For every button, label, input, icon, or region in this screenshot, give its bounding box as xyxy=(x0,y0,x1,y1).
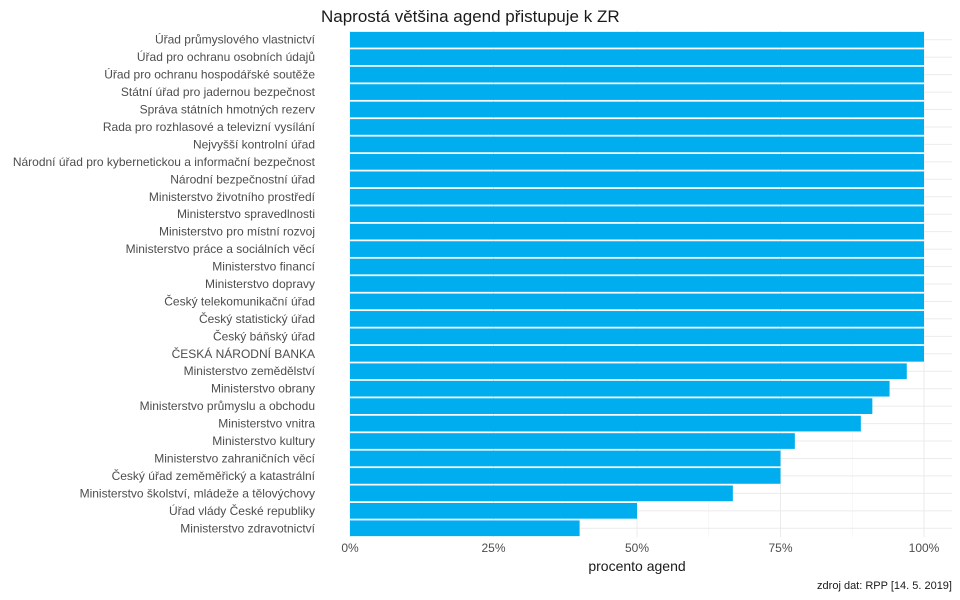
bar xyxy=(350,468,781,484)
bar xyxy=(350,293,924,310)
bar xyxy=(350,223,924,240)
category-label: Ministerstvo zahraničních věcí xyxy=(154,451,315,465)
category-label: Ministerstvo práce a sociálních věcí xyxy=(126,242,316,256)
category-label: Ministerstvo zdravotnictví xyxy=(180,521,315,535)
bar xyxy=(350,276,924,292)
bar xyxy=(350,119,924,135)
bar xyxy=(350,415,861,432)
bars xyxy=(350,31,924,537)
bar xyxy=(350,398,873,414)
x-tick-label: 100% xyxy=(909,541,940,555)
bar xyxy=(350,433,795,449)
bar xyxy=(350,66,924,83)
category-label: Úřad pro ochranu osobních údajů xyxy=(137,49,315,64)
bar xyxy=(350,171,924,188)
bar xyxy=(350,485,733,502)
chart-title: Naprostá většina agend přistupuje k ZR xyxy=(321,7,620,26)
bar xyxy=(350,311,924,327)
bar xyxy=(350,188,924,205)
category-label: Národní bezpečnostní úřad xyxy=(170,172,315,186)
bar xyxy=(350,31,924,48)
bar xyxy=(350,258,924,275)
bar xyxy=(350,84,924,100)
category-label: Český telekomunikační úřad xyxy=(164,293,315,308)
x-axis-ticks: 0% 25% 50% 75% 100% xyxy=(341,541,939,555)
category-label: Ministerstvo obrany xyxy=(211,382,315,396)
category-labels: Úřad průmyslového vlastnictví Úřad pro oc… xyxy=(13,32,316,536)
bar xyxy=(350,345,924,362)
category-label: Ministerstvo financí xyxy=(212,260,315,274)
bar xyxy=(350,502,637,519)
category-label: Nejvyšší kontrolní úřad xyxy=(193,137,315,151)
category-label: Rada pro rozhlasové a televizní vysílání xyxy=(103,120,316,134)
category-label: Správa státních hmotných rezerv xyxy=(140,103,315,117)
bar xyxy=(350,241,924,257)
x-tick-label: 25% xyxy=(481,541,505,555)
bar xyxy=(350,328,924,345)
bar xyxy=(350,101,924,118)
category-label: Ministerstvo spravedlnosti xyxy=(177,207,315,221)
bar xyxy=(350,450,781,467)
x-tick-label: 75% xyxy=(768,541,792,555)
bar xyxy=(350,136,924,153)
category-label: Ministerstvo průmyslu a obchodu xyxy=(140,399,315,413)
bar xyxy=(350,520,580,537)
bar xyxy=(350,363,907,380)
bar xyxy=(350,206,924,223)
category-label: ČESKÁ NÁRODNÍ BANKA xyxy=(172,346,315,361)
category-label: Český statistický úřad xyxy=(199,311,315,326)
bar xyxy=(350,49,924,66)
bar xyxy=(350,154,924,170)
source-caption: zdroj dat: RPP [14. 5. 2019] xyxy=(817,580,952,592)
category-label: Úřad pro ochranu hospodářské soutěže xyxy=(104,67,315,82)
x-tick-label: 0% xyxy=(341,541,359,555)
bar xyxy=(350,380,890,397)
category-label: Národní úřad pro kybernetickou a informa… xyxy=(13,155,316,169)
category-label: Ministerstvo kultury xyxy=(212,434,315,448)
x-tick-label: 50% xyxy=(625,541,649,555)
category-label: Český úřad zeměměřický a katastrální xyxy=(112,468,316,483)
category-label: Český báňský úřad xyxy=(213,328,315,343)
category-label: Ministerstvo pro místní rozvoj xyxy=(159,225,315,239)
category-label: Ministerstvo zemědělství xyxy=(184,364,316,378)
category-label: Ministerstvo školství, mládeže a tělovýc… xyxy=(80,486,315,500)
category-label: Ministerstvo vnitra xyxy=(218,417,315,431)
category-label: Úřad vlády České republiky xyxy=(169,503,315,518)
category-label: Úřad průmyslového vlastnictví xyxy=(155,32,316,47)
x-axis-title: procento agend xyxy=(588,558,685,574)
category-label: Státní úřad pro jadernou bezpečnost xyxy=(121,85,316,99)
category-label: Ministerstvo životního prostředí xyxy=(149,190,316,204)
category-label: Ministerstvo dopravy xyxy=(205,277,315,291)
